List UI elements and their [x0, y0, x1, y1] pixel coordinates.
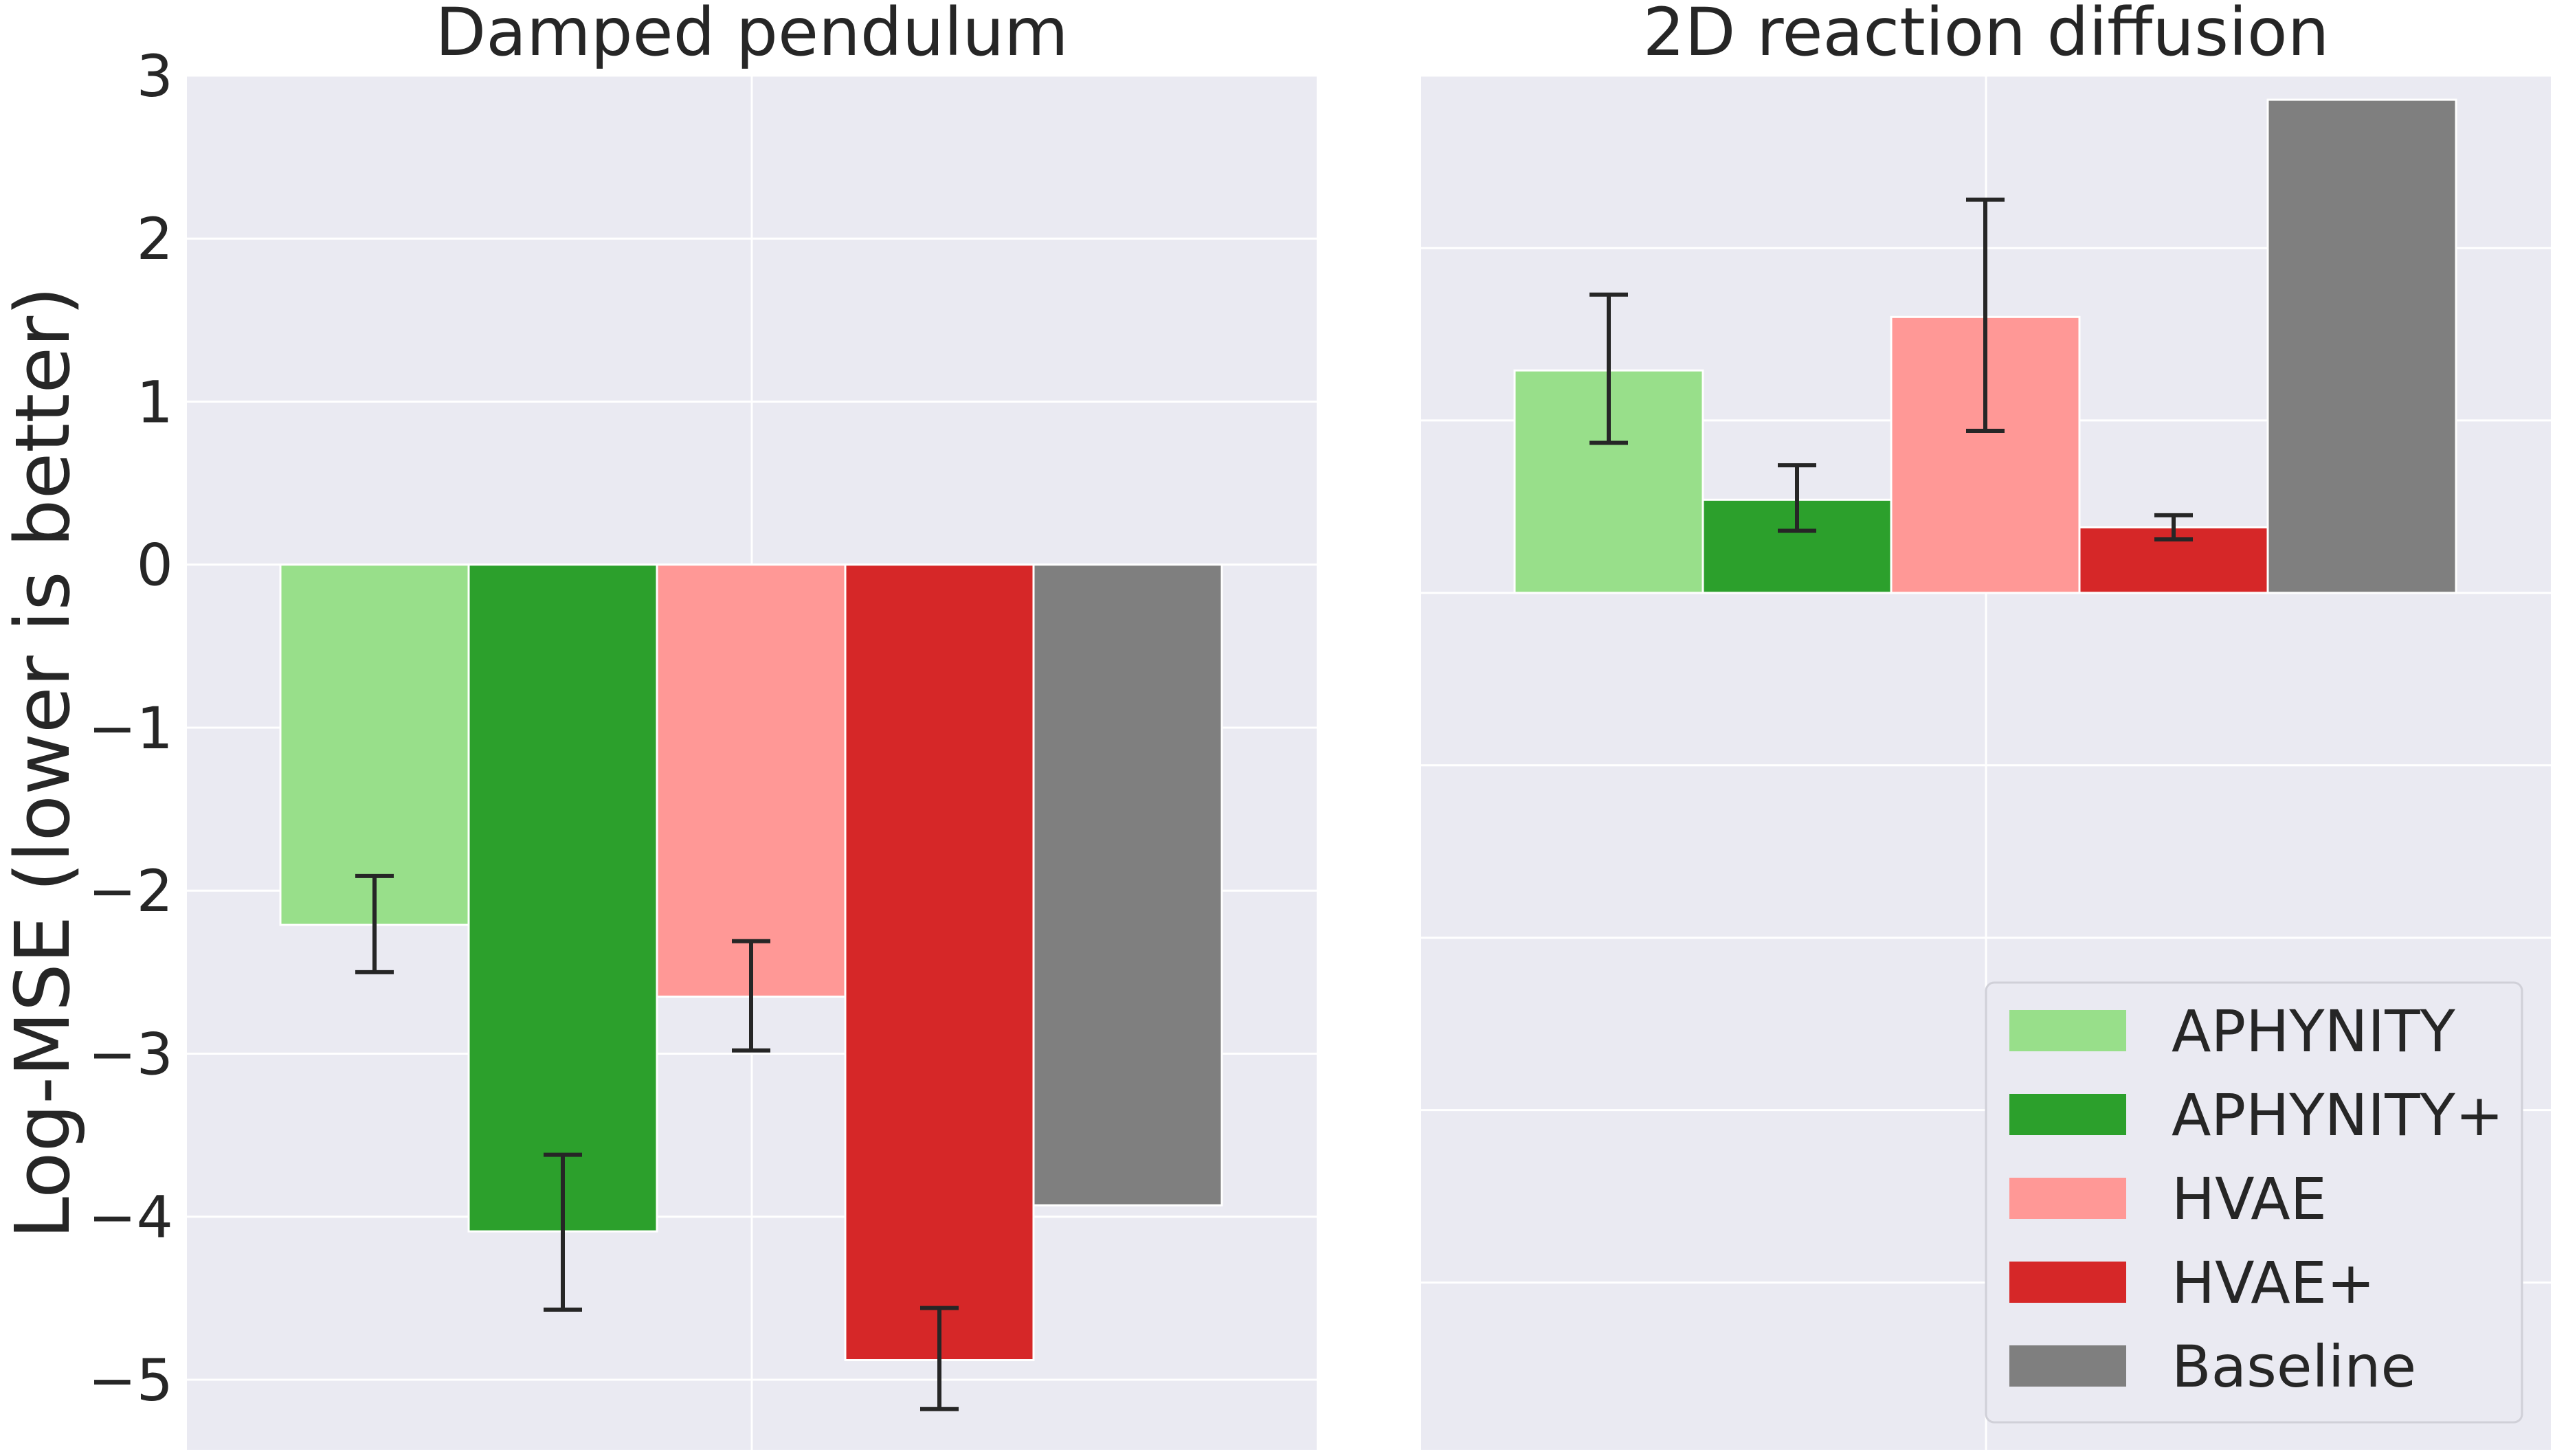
legend-items: APHYNITY APHYNITY+ HVAE HVAE+ Baseline	[2009, 998, 2503, 1400]
legend-item-hvae: HVAE	[2009, 1165, 2327, 1233]
legend: APHYNITY APHYNITY+ HVAE HVAE+ Baseline	[1985, 981, 2523, 1424]
legend-swatch	[2009, 1178, 2126, 1219]
legend-item-hvae-plus: HVAE+	[2009, 1249, 2375, 1317]
legend-item-aphynity: APHYNITY	[2009, 998, 2456, 1065]
y-tick-labels: 3 2 1 0 −1 −2 −3 −4 −5	[88, 43, 173, 1414]
panel-1-bars	[279, 563, 1223, 1362]
y-tick-label: −3	[88, 1020, 173, 1088]
y-tick-label: 1	[137, 368, 173, 436]
errorbar-aphynity	[355, 873, 394, 974]
legend-swatch	[2009, 1010, 2126, 1051]
legend-label: Baseline	[2172, 1333, 2416, 1400]
bar-aphynity	[279, 563, 470, 926]
bar-hvae-plus	[844, 563, 1035, 1362]
panel-2-bars	[1513, 98, 2457, 594]
errorbar-hvae	[1966, 197, 2005, 433]
bar-aphynity-plus	[467, 563, 658, 1233]
y-tick-label: −4	[88, 1184, 173, 1251]
bar-hvae	[656, 563, 847, 998]
y-tick-label: 2	[137, 205, 173, 273]
y-tick-label: 3	[137, 43, 173, 110]
y-tick-label: −2	[88, 858, 173, 925]
legend-swatch	[2009, 1262, 2126, 1303]
legend-label: APHYNITY	[2172, 998, 2456, 1065]
errorbar-aphynity-plus	[544, 1152, 582, 1312]
legend-label: HVAE+	[2172, 1249, 2375, 1317]
bar-baseline	[2266, 98, 2457, 594]
legend-label: APHYNITY+	[2172, 1082, 2503, 1149]
errorbar-aphynity-plus	[1778, 463, 1816, 533]
panel-1-title: Damped pendulum	[435, 0, 1068, 71]
legend-label: HVAE	[2172, 1165, 2327, 1233]
legend-frame	[1985, 981, 2523, 1424]
errorbar-hvae-plus	[2154, 513, 2193, 542]
errorbar-aphynity	[1589, 292, 1628, 445]
y-tick-label: 0	[137, 532, 173, 599]
panel-2-errorbars	[1589, 197, 2193, 542]
errorbar-hvae-plus	[920, 1306, 959, 1411]
y-axis-label: Log-MSE (lower is better)	[0, 287, 87, 1239]
bar-baseline	[1032, 563, 1223, 1207]
y-tick-label: −5	[88, 1347, 173, 1414]
panel-2-title: 2D reaction diffusion	[1643, 0, 2330, 71]
legend-item-baseline: Baseline	[2009, 1333, 2416, 1400]
errorbar-hvae	[732, 939, 770, 1053]
panel-1-errorbars	[355, 873, 959, 1411]
panel-damped-pendulum: Damped pendulum 3 2 1 0 −1 −2 −3 −4 −5	[88, 0, 1317, 1450]
legend-swatch	[2009, 1345, 2126, 1387]
legend-item-aphynity-plus: APHYNITY+	[2009, 1082, 2503, 1149]
y-tick-label: −1	[88, 695, 173, 762]
legend-swatch	[2009, 1094, 2126, 1135]
